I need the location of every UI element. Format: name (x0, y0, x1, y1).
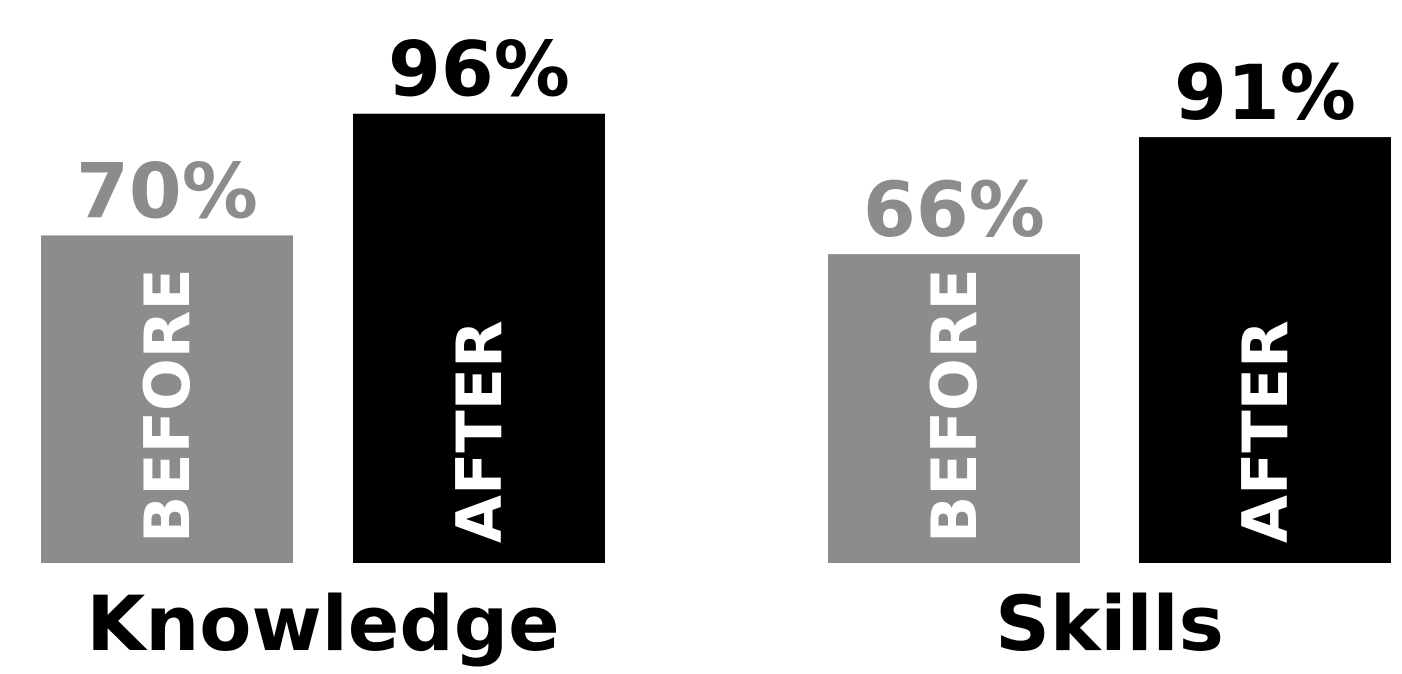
knowledge-after-value-label: 96% (388, 25, 570, 114)
skills-after-category-label: AFTER (1229, 320, 1302, 543)
knowledge-before-value-label: 70% (76, 146, 258, 235)
skills-before-category-label: BEFORE (918, 268, 991, 543)
knowledge-before-category-label: BEFORE (131, 268, 204, 543)
skills-after-bar (1139, 137, 1391, 563)
skills-after-value-label: 91% (1174, 48, 1356, 137)
skills-before-bar (828, 254, 1080, 563)
knowledge-after-category-label: AFTER (443, 320, 516, 543)
knowledge-group-title: Knowledge (86, 579, 559, 668)
skills-before-value-label: 66% (863, 165, 1045, 254)
knowledge-bar-group: 70% BEFORE 96% AFTER Knowledge (41, 25, 605, 668)
knowledge-before-bar (41, 235, 293, 563)
skills-group-title: Skills (995, 579, 1224, 668)
knowledge-after-bar (353, 113, 605, 563)
